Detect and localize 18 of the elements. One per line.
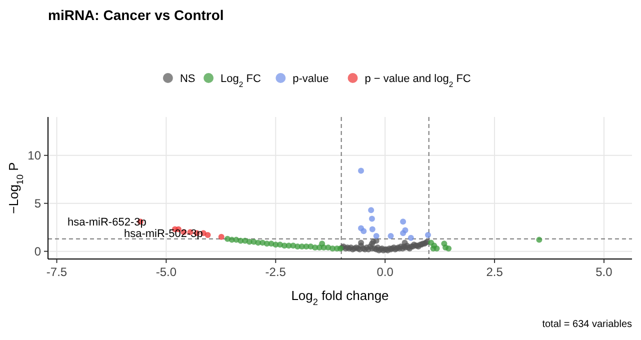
y-tick-label: 5	[34, 196, 42, 210]
x-tick-label: -2.5	[265, 265, 286, 279]
annotation: hsa-miR-502-3p	[124, 228, 203, 240]
x-tick-label: -5.0	[156, 265, 177, 279]
legend-label: Log$_{2}$ FC	[220, 73, 261, 88]
y-tick-label: 10	[28, 148, 42, 162]
text: total = 634 variables	[542, 319, 632, 330]
x-tick-label: 2.5	[486, 265, 504, 279]
x-tick-label: 5.0	[596, 265, 613, 279]
legend-label: NS	[180, 73, 196, 85]
x-tick-label: 0.0	[376, 265, 394, 279]
legend-label: p-value	[292, 73, 329, 85]
x-tick-label: -7.5	[46, 265, 68, 279]
x-axis-title: Log$_{2}$ fold change	[291, 288, 389, 307]
chart-title: miRNA: Cancer vs Control	[48, 7, 224, 23]
annotation: hsa-miR-652-3p	[67, 216, 146, 229]
legend-label: p − value and log$_{2}$ FC	[364, 73, 471, 88]
y-tick-label: 0	[34, 244, 42, 258]
